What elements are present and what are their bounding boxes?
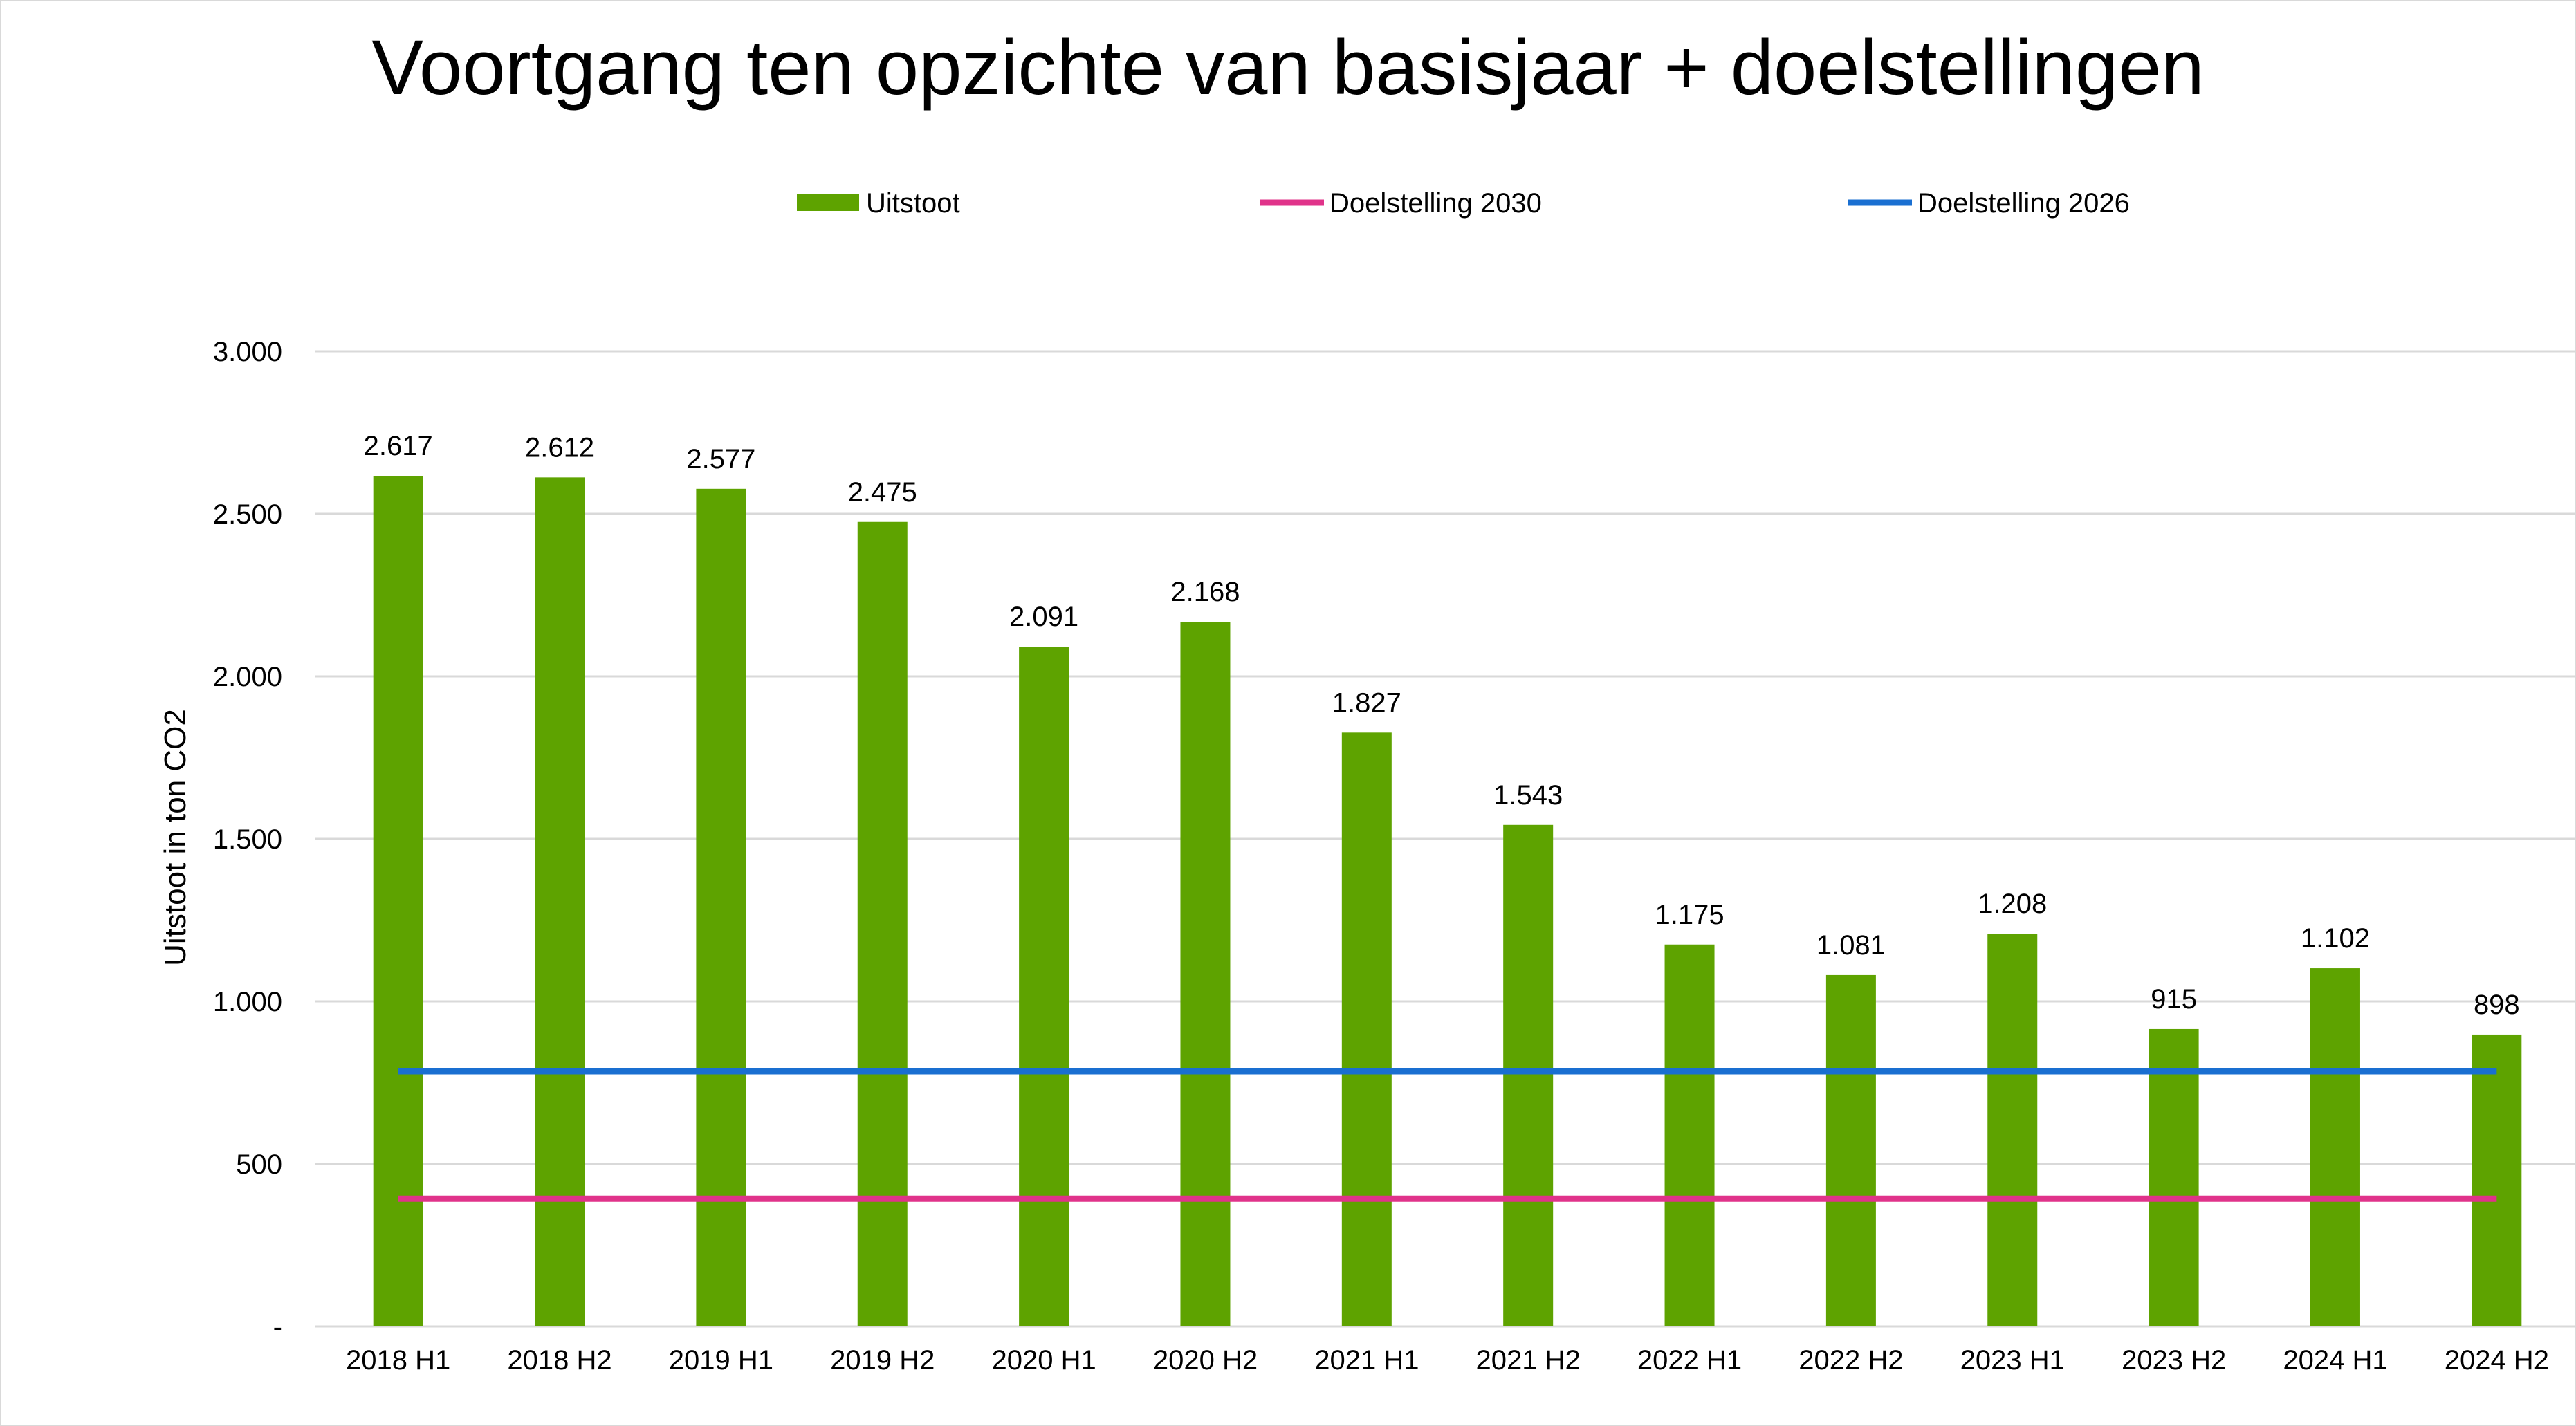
x-tick-label: 2021 H2 xyxy=(1476,1345,1581,1376)
x-tick-label: 2022 H2 xyxy=(1798,1345,1903,1376)
bar-2024-h2 xyxy=(2472,1034,2522,1326)
y-tick-label: 500 xyxy=(236,1149,282,1180)
x-tick-label: 2019 H1 xyxy=(669,1345,773,1376)
x-tick-label: 2024 H2 xyxy=(2445,1345,2549,1376)
x-tick-label: 2020 H1 xyxy=(991,1345,1096,1376)
bar-2018-h1 xyxy=(373,476,423,1326)
data-label: 915 xyxy=(2151,984,2197,1015)
data-label: 2.168 xyxy=(1170,577,1240,607)
legend: Uitstoot Doelstelling 2030 Doelstelling 20… xyxy=(797,188,2130,219)
legend-label-1: Doelstelling 2030 xyxy=(1330,188,1542,219)
chart-title: Voortgang ten opzichte van basisjaar + d… xyxy=(371,24,2204,111)
y-axis-label: Uitstoot in ton CO2 xyxy=(158,709,192,966)
legend-swatch-0 xyxy=(797,194,859,211)
y-tick-label: 1.500 xyxy=(213,824,282,855)
y-tick-label: 1.000 xyxy=(213,987,282,1017)
data-label: 1.102 xyxy=(2301,923,2370,954)
data-label: 1.543 xyxy=(1493,780,1563,811)
x-tick-label: 2018 H2 xyxy=(507,1345,611,1376)
bar-2022-h2 xyxy=(1825,974,1876,1326)
legend-label-0: Uitstoot xyxy=(866,188,960,219)
bar-2019-h2 xyxy=(857,521,908,1326)
data-label: 1.175 xyxy=(1655,900,1724,930)
x-tick-label: 2020 H2 xyxy=(1153,1345,1258,1376)
bar-2020-h2 xyxy=(1180,622,1231,1326)
data-label: 2.612 xyxy=(525,432,594,463)
bar-2021-h2 xyxy=(1503,824,1554,1326)
bar-2019-h1 xyxy=(696,488,746,1326)
y-axis-ticks: - 500 1.000 1.500 2.000 2.500 3.000 xyxy=(213,337,282,1342)
y-tick-label: 3.000 xyxy=(213,337,282,367)
y-tick-label: 2.500 xyxy=(213,499,282,530)
bar-2024-h1 xyxy=(2310,968,2360,1326)
x-tick-label: 2024 H1 xyxy=(2283,1345,2387,1376)
data-label: 2.617 xyxy=(364,431,433,461)
bar-2021-h1 xyxy=(1341,732,1392,1326)
data-label: 1.827 xyxy=(1332,687,1401,718)
x-tick-label: 2022 H1 xyxy=(1637,1345,1742,1376)
legend-label-2: Doelstelling 2026 xyxy=(1917,188,2130,219)
gridlines xyxy=(315,350,2575,1165)
data-label: 898 xyxy=(2474,990,2520,1020)
target-lines xyxy=(398,1068,2497,1202)
bar-2020-h1 xyxy=(1019,647,1069,1326)
data-label: 2.091 xyxy=(1009,602,1078,632)
data-label: 1.208 xyxy=(1978,889,2047,919)
data-label: 2.577 xyxy=(686,444,755,474)
bar-2018-h2 xyxy=(535,477,585,1326)
x-tick-label: 2019 H2 xyxy=(830,1345,935,1376)
y-tick-label: 2.000 xyxy=(213,662,282,692)
bar-2023-h2 xyxy=(2149,1028,2199,1326)
x-axis-ticks: 2018 H1 2018 H2 2019 H1 2019 H2 2020 H1 2020 … xyxy=(346,1345,2549,1376)
bar-2023-h1 xyxy=(1987,934,2038,1326)
x-tick-label: 2021 H1 xyxy=(1314,1345,1419,1376)
x-tick-label: 2023 H2 xyxy=(2122,1345,2226,1376)
bars xyxy=(373,476,2522,1326)
data-label: 2.475 xyxy=(848,477,917,508)
y-tick-label: - xyxy=(273,1312,282,1342)
x-tick-label: 2023 H1 xyxy=(1960,1345,2065,1376)
data-label: 1.081 xyxy=(1816,930,1886,961)
bar-2022-h1 xyxy=(1664,944,1715,1326)
data-labels: 2.617 2.612 2.577 2.475 2.091 2.168 1.827 1.543… xyxy=(364,431,2520,1020)
x-tick-label: 2018 H1 xyxy=(346,1345,450,1376)
